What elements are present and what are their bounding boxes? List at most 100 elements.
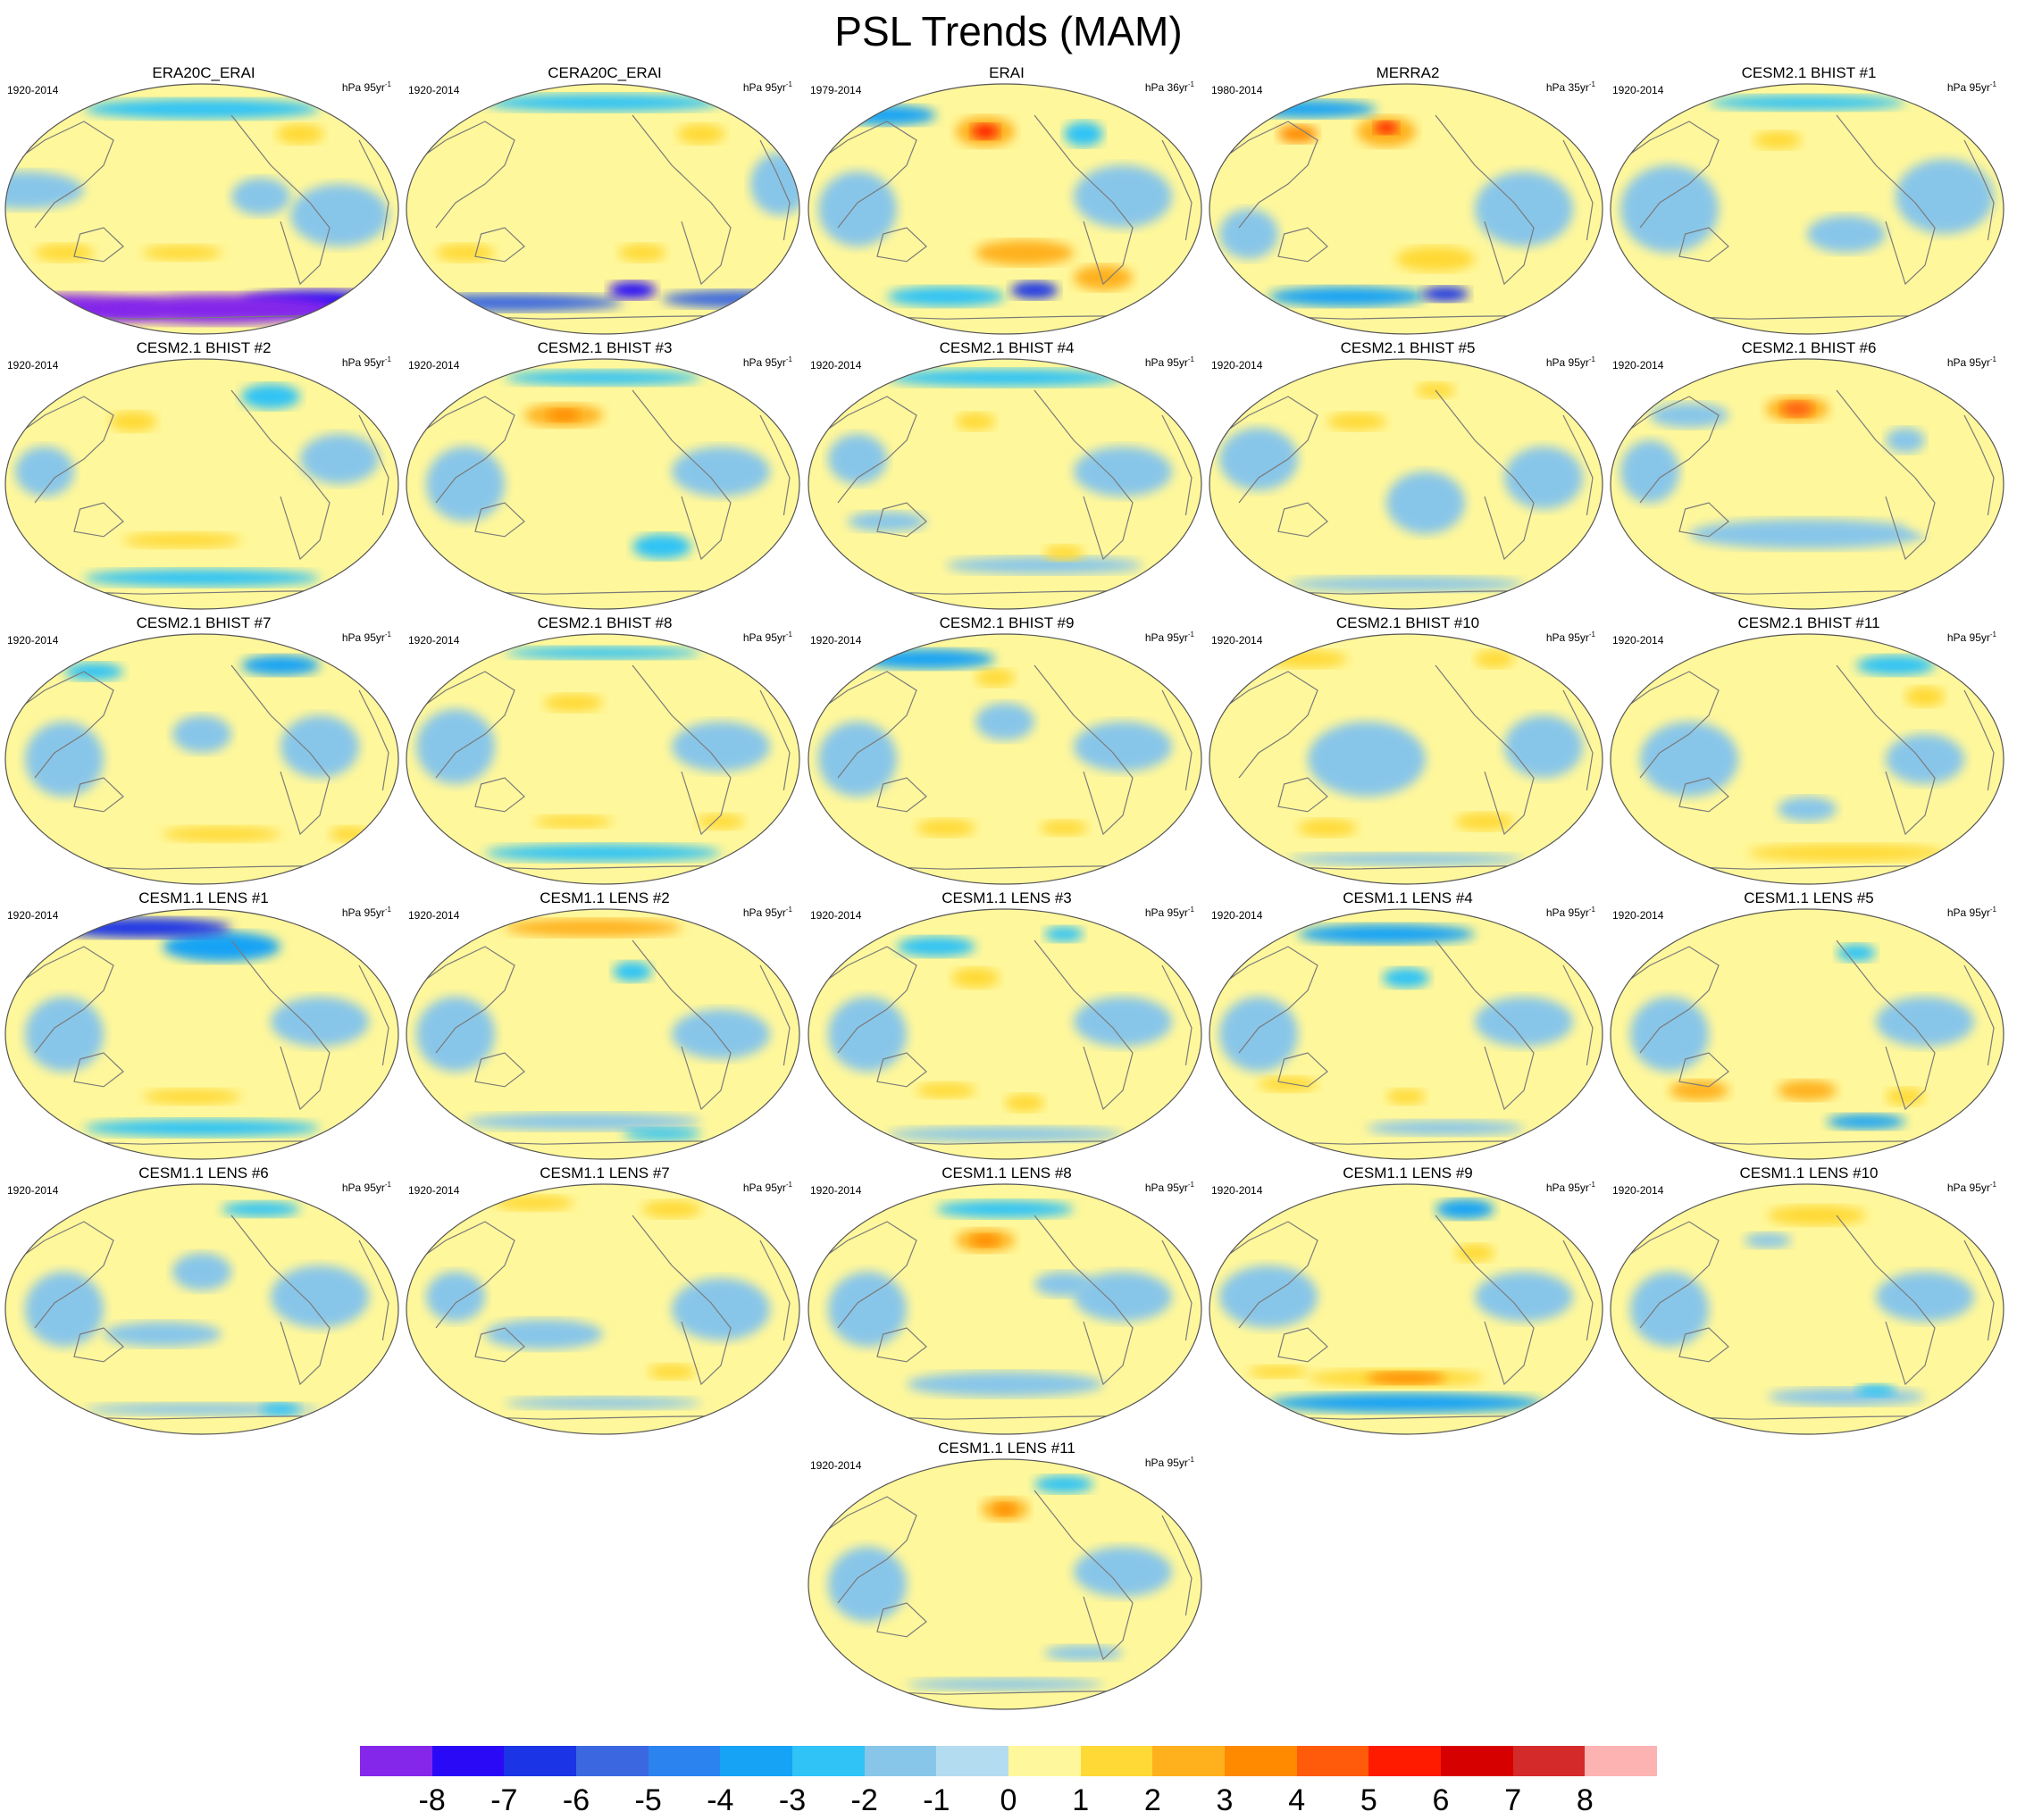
- panel-title: CESM1.1 LENS #5: [1744, 889, 1874, 906]
- trend-region: [1475, 171, 1573, 246]
- panel-units-text: hPa 95yr: [1545, 356, 1589, 369]
- map-svg: [4, 908, 399, 1160]
- trend-region: [848, 511, 926, 532]
- panel-title: CESM2.1 BHIST #5: [1340, 339, 1476, 356]
- coastline: [1614, 389, 1995, 595]
- colorbar-swatch: [720, 1746, 793, 1776]
- panel-title: CESM1.1 LENS #7: [540, 1165, 670, 1181]
- panel-title: ERA20C_ERAI: [152, 64, 255, 81]
- trend-region: [1219, 209, 1278, 259]
- panel-title: CESM1.1 LENS #6: [138, 1165, 269, 1181]
- panel-units-text: hPa 95yr: [1946, 81, 1990, 94]
- panel-units-exponent: -1: [1989, 630, 1996, 639]
- trend-region: [1308, 722, 1426, 797]
- panel-units-text: hPa 95yr: [1144, 356, 1188, 369]
- colorbar-swatch: [576, 1746, 649, 1776]
- trend-region: [916, 819, 975, 837]
- panel-units: hPa 95yr-1: [1947, 906, 1996, 919]
- panel-units-exponent: -1: [1187, 80, 1194, 88]
- panel-units-exponent: -1: [1588, 630, 1595, 639]
- colorbar-label: -6: [562, 1783, 590, 1817]
- panel-units-exponent: -1: [384, 1181, 391, 1189]
- trend-region: [1905, 686, 1945, 707]
- coastline: [812, 114, 1193, 320]
- panel-title: CESM1.1 LENS #4: [1343, 889, 1473, 906]
- coastline: [9, 664, 389, 870]
- panel-units: hPa 95yr-1: [1546, 630, 1595, 644]
- coastline: [1614, 939, 1995, 1145]
- trend-region: [1744, 1232, 1792, 1248]
- trend-region: [15, 447, 74, 497]
- panel-years: 1920-2014: [810, 359, 862, 372]
- panel-units-exponent: -1: [1187, 1456, 1194, 1464]
- trend-region: [416, 997, 495, 1072]
- trend-region: [163, 826, 280, 842]
- panel-years: 1920-2014: [1211, 1184, 1263, 1197]
- panel-units: hPa 95yr-1: [743, 80, 792, 94]
- panel-units-exponent: -1: [1187, 906, 1194, 914]
- trend-region: [1044, 926, 1084, 942]
- map-panel: CESM2.1 BHIST #4 1920-2014 hPa 95yr-1: [807, 339, 1207, 610]
- colorbar-swatch: [1512, 1746, 1586, 1776]
- panel-title: CESM2.1 BHIST #4: [939, 339, 1075, 356]
- panel-units-text: hPa 95yr: [1144, 906, 1188, 919]
- trend-region: [1778, 1080, 1837, 1101]
- map-outline: [808, 908, 1202, 1160]
- map-outline: [1610, 1183, 2004, 1435]
- panel-units-text: hPa 95yr: [341, 906, 385, 919]
- panel-years: 1920-2014: [1211, 909, 1263, 922]
- panel-units: hPa 95yr-1: [1145, 355, 1194, 369]
- map-svg: [4, 83, 399, 335]
- colorbar-swatch: [792, 1746, 866, 1776]
- panel-units-exponent: -1: [1989, 80, 1996, 88]
- trend-region: [1630, 1272, 1709, 1347]
- colorbar-label: -2: [850, 1783, 878, 1817]
- trend-region: [672, 447, 770, 497]
- trend-region: [1074, 447, 1172, 497]
- trend-region: [1778, 797, 1837, 822]
- panel-units-text: hPa 95yr: [341, 631, 385, 644]
- trend-region: [1288, 576, 1524, 592]
- trend-region: [54, 917, 231, 939]
- trend-region: [1886, 276, 1964, 292]
- trend-region: [1620, 440, 1679, 503]
- colorbar-swatch: [360, 1746, 433, 1776]
- trend-region: [697, 814, 745, 830]
- panel-years: 1920-2014: [810, 634, 862, 647]
- map-svg: [1610, 1183, 2004, 1435]
- map-svg: [1209, 908, 1603, 1160]
- trend-region: [1367, 1120, 1524, 1136]
- trend-region: [231, 178, 290, 215]
- panel-units-text: hPa 95yr: [1946, 906, 1990, 919]
- trend-region: [1660, 1390, 1719, 1403]
- trend-region: [163, 931, 280, 962]
- trend-region: [465, 1113, 701, 1131]
- map-outline: [1610, 358, 2004, 610]
- trend-region: [995, 1503, 1015, 1515]
- trend-region: [1044, 1645, 1123, 1661]
- trend-region: [1689, 519, 1925, 549]
- colorbar-swatch: [1585, 1746, 1658, 1776]
- panel-units-exponent: -1: [785, 80, 792, 88]
- map-svg: [1209, 633, 1603, 885]
- map-outline: [1610, 83, 2004, 335]
- colorbar-label: 7: [1504, 1783, 1522, 1817]
- map-panel: CESM1.1 LENS #1 1920-2014 hPa 95yr-1: [4, 889, 404, 1160]
- trend-region: [971, 1234, 1000, 1247]
- panel-years: 1980-2014: [1211, 84, 1263, 96]
- trend-region: [1781, 401, 1813, 417]
- trend-region: [1807, 215, 1886, 253]
- panel-title: CESM2.1 BHIST #2: [136, 339, 272, 356]
- map-panels: ERA20C_ERAI 1920-2014 hPa 95yr-1 CERA20C_ER…: [4, 64, 2004, 1710]
- map-panel: ERAI 1979-2014 hPa 36yr-1: [807, 64, 1207, 335]
- trend-region: [143, 245, 222, 261]
- trend-region: [838, 104, 936, 126]
- map-outline: [4, 908, 399, 1160]
- trend-region: [485, 844, 721, 862]
- coastline: [410, 1215, 791, 1420]
- panel-units-text: hPa 95yr: [1946, 1181, 1990, 1194]
- map-svg: [1209, 358, 1603, 610]
- trend-region: [1268, 650, 1347, 668]
- trend-region: [1374, 121, 1399, 134]
- map-outline: [1610, 908, 2004, 1160]
